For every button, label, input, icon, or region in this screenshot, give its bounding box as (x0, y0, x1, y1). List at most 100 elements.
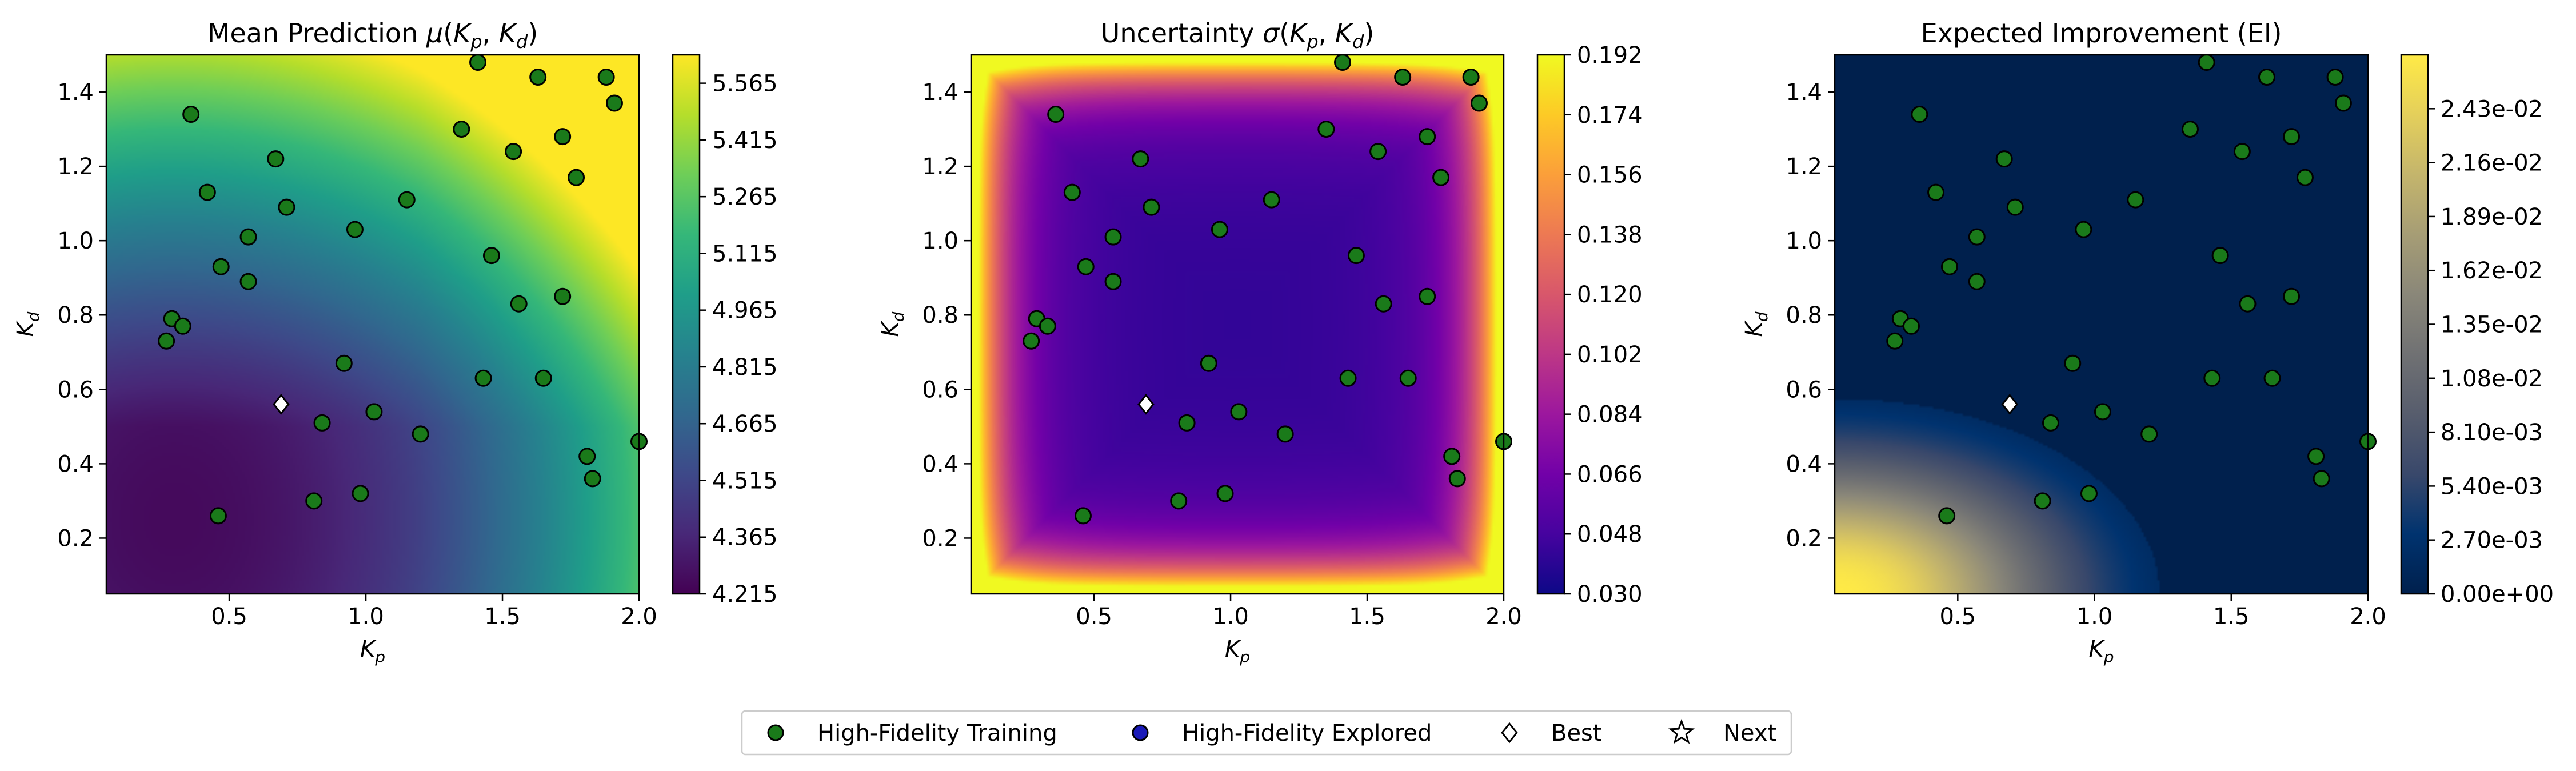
y-tick-label: 0.8 (1786, 302, 1822, 329)
chart-panel-1: 0.5 1.0 1.5 2.0 0.2 0.4 0.6 0.8 1.0 1.2 1.4 Kp Kd Mea… (13, 18, 778, 666)
legend: High-Fidelity Training High-Fidelity Expl… (741, 710, 1792, 756)
x-tick-label: 2.0 (621, 604, 657, 630)
x-tick-label: 0.5 (211, 604, 247, 630)
training-point (212, 258, 230, 275)
y-tick-label: 0.6 (1786, 377, 1822, 403)
training-point (584, 470, 601, 488)
training-point (1394, 69, 1412, 86)
colorbar-tick-label: 4.515 (712, 468, 778, 494)
training-point (605, 94, 623, 112)
x-tick-label: 0.5 (1076, 604, 1112, 630)
training-point (412, 425, 429, 443)
y-tick-label: 0.8 (57, 302, 94, 329)
training-point (534, 369, 552, 387)
x-tick-label: 1.5 (2213, 604, 2250, 630)
training-point (2203, 369, 2221, 387)
training-point (313, 414, 331, 432)
x-axis-label: Kp (360, 636, 385, 666)
colorbar-tick-label: 1.89e-02 (2441, 204, 2543, 230)
training-point (1470, 94, 1488, 112)
training-point (1230, 403, 1248, 421)
y-tick-label: 1.4 (1786, 79, 1822, 106)
x-tick-label: 2.0 (2350, 604, 2386, 630)
colorbar-tick-label: 0.102 (1577, 342, 1643, 368)
heatmap-field (106, 55, 639, 594)
training-point (1375, 295, 1392, 313)
training-point (597, 69, 615, 86)
training-point (2034, 492, 2051, 510)
training-point (1263, 191, 1280, 209)
training-point (2182, 121, 2199, 138)
colorbar: 0.00e+00 2.70e-03 5.40e-03 8.10e-03 1.08e-02… (2400, 54, 2554, 608)
training-point (1448, 470, 1466, 488)
training-point (2296, 169, 2314, 186)
training-point (346, 221, 364, 238)
training-point (1443, 448, 1461, 465)
training-point (1399, 369, 1417, 387)
training-point (1334, 54, 1352, 71)
colorbar-tick-label: 4.965 (712, 298, 778, 324)
colorbar-tick-label: 4.365 (712, 525, 778, 551)
training-point (1063, 183, 1081, 201)
colorbar-tick-label: 0.030 (1577, 581, 1643, 608)
training-point (2239, 295, 2257, 313)
training-point (1200, 354, 1217, 372)
legend-marker (1668, 718, 1695, 744)
training-point (2258, 69, 2275, 86)
training-point (335, 354, 353, 372)
training-point (365, 403, 383, 421)
colorbar-tick-label: 5.40e-03 (2441, 473, 2543, 500)
training-point (267, 150, 285, 168)
training-point (2211, 247, 2229, 265)
legend-item: High-Fidelity Explored (1132, 720, 1432, 746)
training-point (1927, 183, 1945, 201)
chart-title: Uncertainty σ(Kp, Kd) (1101, 18, 1375, 53)
y-tick-label: 0.6 (57, 377, 94, 403)
y-axis-label: Kd (13, 311, 43, 337)
training-point (1347, 247, 1365, 265)
x-tick-label: 0.5 (1939, 604, 1976, 630)
colorbar-tick-label: 4.665 (712, 411, 778, 437)
y-tick-label: 1.0 (922, 228, 958, 254)
training-point (1432, 169, 1450, 186)
x-tick-label: 1.5 (484, 604, 521, 630)
colorbar-tick-label: 5.265 (712, 184, 778, 210)
training-point (1104, 228, 1122, 246)
training-point (1938, 507, 1956, 525)
x-tick-label: 2.0 (1485, 604, 1522, 630)
training-point (2042, 414, 2059, 432)
training-point (2006, 198, 2024, 216)
y-tick-label: 1.2 (922, 154, 958, 180)
training-point (554, 128, 572, 146)
training-point (239, 273, 257, 290)
training-point (1968, 273, 1986, 290)
training-point (2283, 287, 2301, 305)
heatmap-field (971, 55, 1504, 594)
colorbar-tick-label: 0.120 (1577, 282, 1643, 308)
training-point (2263, 369, 2281, 387)
training-point (578, 448, 596, 465)
colorbar-tick-label: 0.066 (1577, 461, 1643, 488)
training-point (1968, 228, 1986, 246)
x-tick-label: 1.5 (1349, 604, 1385, 630)
colorbar-tick-label: 2.16e-02 (2441, 150, 2543, 177)
y-tick-label: 1.0 (1786, 228, 1822, 254)
legend-item: Best (1501, 720, 1602, 746)
chart-panel-3: 0.5 1.0 1.5 2.0 0.2 0.4 0.6 0.8 1.0 1.2 1.4 Kp Kd Exp… (1741, 18, 2554, 666)
y-tick-label: 0.4 (57, 451, 94, 477)
training-point (398, 191, 416, 209)
training-point (1132, 150, 1149, 168)
training-point (2075, 221, 2092, 238)
training-point (2283, 128, 2301, 146)
chart-panel-2: 0.5 1.0 1.5 2.0 0.2 0.4 0.6 0.8 1.0 1.2 1.4 Kp Kd Unc… (877, 18, 1643, 666)
colorbar-tick-label: 0.192 (1577, 42, 1643, 69)
legend-marker (767, 724, 784, 741)
legend-label: High-Fidelity Explored (1182, 720, 1432, 746)
axes-frame (105, 54, 640, 595)
y-tick-label: 0.2 (1786, 525, 1822, 552)
colorbar: 0.030 0.048 0.066 0.084 0.102 0.120 0.138 0.156… (1536, 42, 1643, 608)
training-point (453, 121, 470, 138)
legend-item: Next (1668, 718, 1776, 746)
axes-frame (1834, 54, 2369, 595)
